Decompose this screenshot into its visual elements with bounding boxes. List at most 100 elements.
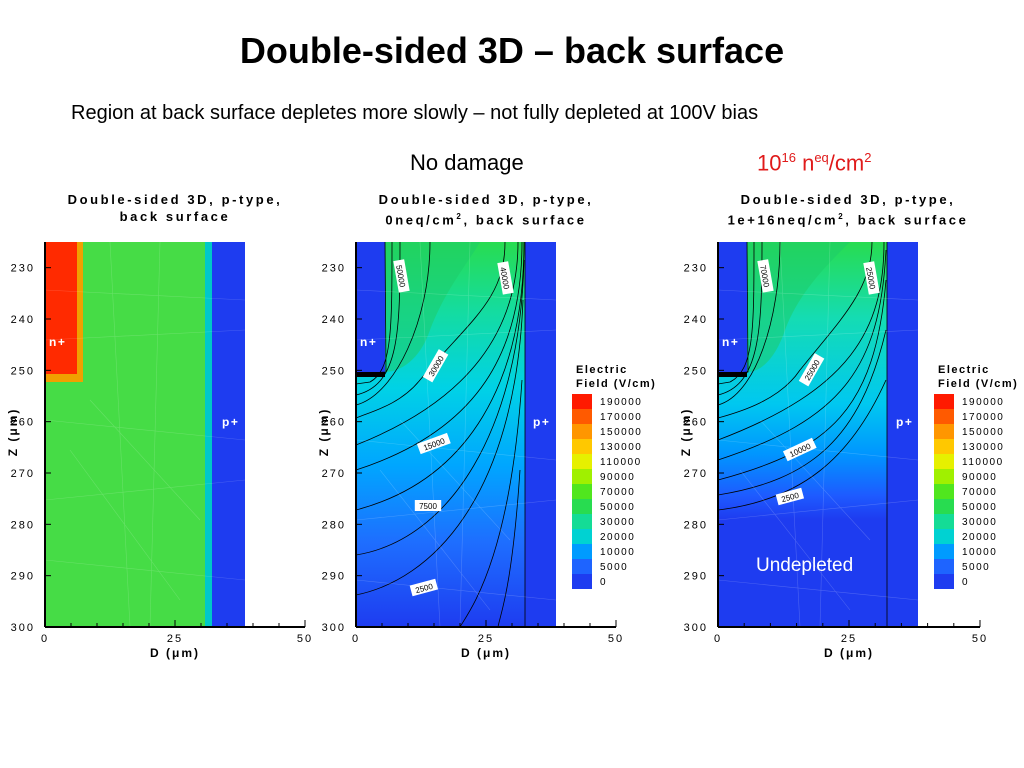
legend-level: 190000	[600, 397, 642, 408]
fluence-unit: n	[795, 150, 815, 176]
legend-swatch	[572, 454, 592, 469]
contour-label-bg	[863, 261, 880, 295]
plot1-p-plus-edge	[205, 242, 212, 627]
legend-level: 20000	[600, 532, 635, 543]
plot3-title-line1: Double-sided 3D, p-type,	[740, 192, 956, 207]
legend-swatch	[572, 529, 592, 544]
legend-swatch	[934, 544, 954, 559]
legend-title-line1: Electric	[576, 364, 628, 376]
legend-swatch	[572, 574, 592, 589]
plot1-n-plus-edge	[77, 242, 83, 382]
legend-swatch	[572, 499, 592, 514]
legend-swatch	[934, 484, 954, 499]
legend-swatch	[572, 544, 592, 559]
contour-label: 40000	[497, 261, 514, 295]
plot2-n-plus-column	[356, 242, 385, 372]
legend-swatch	[934, 439, 954, 454]
contour-label: 70000	[757, 259, 774, 293]
legend-swatch	[572, 514, 592, 529]
y-tick-label: 240	[684, 314, 708, 326]
y-tick-label: 280	[322, 519, 346, 531]
x-tick-label: 0	[714, 633, 722, 645]
y-tick-label: 270	[11, 468, 35, 480]
plot1-title: Double-sided 3D, p-type, back surface	[45, 191, 305, 225]
contour-label-text: 40000	[498, 266, 511, 290]
plot3-n-plus-column	[718, 242, 747, 372]
plot2-title-sup: 2	[456, 212, 464, 221]
legend-swatch	[934, 424, 954, 439]
plot3-contours	[717, 241, 888, 627]
legend-level: 5000	[962, 562, 990, 573]
x-tick-label: 25	[841, 633, 857, 645]
legend-swatch	[934, 574, 954, 589]
plot1-p-plus-column	[212, 242, 245, 627]
contour-label-text: 50000	[394, 264, 407, 288]
y-tick-label: 230	[322, 263, 346, 275]
plot2-title-line2b: , back surface	[463, 212, 587, 228]
plot1-title-line2: back surface	[119, 209, 231, 224]
legend-swatch	[572, 559, 592, 574]
y-tick-label: 260	[684, 417, 708, 429]
plot3-title-line2b: , back surface	[845, 212, 969, 228]
plot3-annotation: p+	[896, 415, 913, 429]
contour-label-bg	[393, 259, 410, 293]
y-tick-label: 250	[322, 365, 346, 377]
x-tick-label: 25	[478, 633, 494, 645]
contour-label-bg	[416, 432, 451, 455]
legend-level: 30000	[962, 517, 997, 528]
plot2-title-line1: Double-sided 3D, p-type,	[378, 192, 594, 207]
contour-label: 25000	[863, 261, 880, 295]
y-tick-label: 230	[11, 263, 35, 275]
fluence-exp: 16	[781, 150, 796, 165]
legend-2: Electric Field (V/cm) 190000 170000 150000 13…	[934, 364, 1017, 589]
legend-level: 150000	[600, 427, 642, 438]
plot3-p-plus-column	[887, 242, 918, 627]
y-tick-label: 260	[11, 417, 35, 429]
legend-level: 50000	[600, 502, 635, 513]
x-tick-label: 50	[972, 633, 988, 645]
plot2-contours	[355, 241, 526, 628]
plot1-ylabel: Z (μm)	[6, 408, 20, 457]
plot1-n-plus-bottom	[45, 374, 83, 382]
plot1-xlabel: D (μm)	[150, 646, 200, 660]
plot3-mesh	[717, 241, 919, 628]
slide-subtitle: Region at back surface depletes more slo…	[71, 102, 759, 124]
plot2-n-plus-edge	[356, 372, 385, 377]
plot2-mesh	[355, 241, 557, 628]
contour-label: 50000	[393, 259, 410, 293]
x-tick-label: 0	[352, 633, 360, 645]
plot2-title-line2a: 0neq/cm	[385, 212, 457, 228]
legend-level: 130000	[600, 442, 642, 453]
y-tick-label: 260	[322, 417, 346, 429]
legend-level: 0	[962, 577, 969, 588]
plot2-annotation: p+	[533, 415, 550, 429]
y-tick-label: 250	[11, 365, 35, 377]
y-tick-label: 300	[684, 622, 708, 634]
x-tick-label: 50	[608, 633, 624, 645]
legend-swatch	[572, 469, 592, 484]
plot3-ylabel: Z (μm)	[679, 408, 693, 457]
legend-level: 50000	[962, 502, 997, 513]
legend-level: 70000	[962, 487, 997, 498]
contour-label-bg	[422, 349, 449, 383]
plot2	[355, 241, 557, 628]
legend-level: 110000	[962, 457, 1004, 468]
plot1-title-line1: Double-sided 3D, p-type,	[67, 192, 283, 207]
plot2-xlabel: D (μm)	[461, 646, 511, 660]
contour-label-bg	[798, 353, 825, 387]
y-tick-label: 250	[684, 365, 708, 377]
plot2-title: Double-sided 3D, p-type, 0neq/cm2, back …	[356, 191, 616, 228]
legend-swatch	[934, 409, 954, 424]
x-tick-label: 25	[167, 633, 183, 645]
contour-label-bg	[757, 259, 774, 293]
legend-level: 10000	[600, 547, 635, 558]
plot1-n-plus-column	[45, 242, 77, 380]
legend-level: 90000	[600, 472, 635, 483]
y-tick-label: 300	[11, 622, 35, 634]
plot3-n-plus-edge	[718, 372, 747, 377]
y-tick-label: 290	[11, 571, 35, 583]
contour-label-bg	[775, 487, 805, 506]
legend-level: 110000	[600, 457, 642, 468]
contour-label-text: 7500	[419, 502, 437, 511]
